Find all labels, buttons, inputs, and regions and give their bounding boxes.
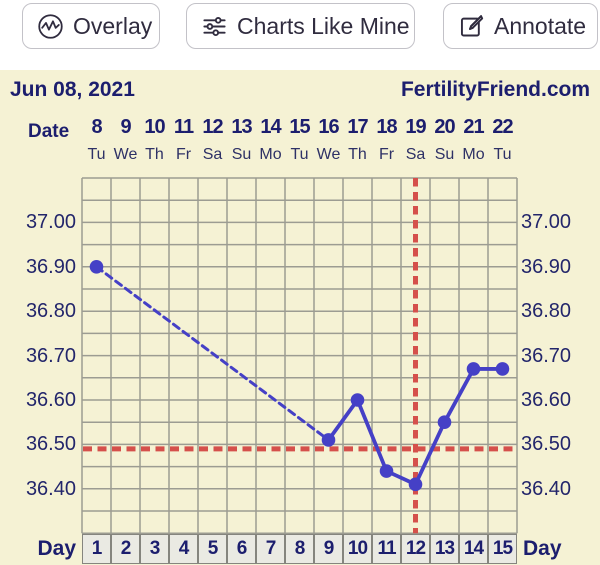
site-brand: FertilityFriend.com [400,78,590,101]
day-cell[interactable]: 13 [430,534,459,564]
weekday-cell: Th [145,146,164,163]
weekday-cell: Su [231,146,252,163]
day-row-label-left: Day [37,537,76,560]
date-cell: 14 [260,116,281,138]
charts-like-mine-button[interactable]: Charts Like Mine [186,3,415,49]
date-cell: 8 [91,116,102,138]
weekday-cell: Tu [87,146,106,163]
date-cell: 21 [463,116,484,138]
day-cell[interactable]: 6 [227,534,256,564]
ytick-right: 36.80 [521,300,572,323]
day-cell[interactable]: 2 [111,534,140,564]
ytick-left: 36.60 [25,389,76,411]
day-cell[interactable]: 12 [401,534,430,564]
weekday-cell: We [316,146,341,163]
charts-like-mine-button-label: Charts Like Mine [237,12,410,39]
date-cell: 10 [144,116,165,138]
ytick-left: 36.40 [25,477,76,500]
day-cell[interactable]: 11 [372,534,401,564]
edit-square-icon [458,13,485,40]
ytick-right: 36.90 [521,255,572,278]
sliders-icon [201,13,228,40]
annotate-button[interactable]: Annotate [443,3,598,49]
chart-wave-icon [37,13,64,40]
ytick-right: 36.60 [521,389,572,411]
date-cell: 17 [347,116,368,138]
date-cell: 22 [492,116,513,138]
toolbar: Overlay Charts Like Mine [0,0,600,70]
weekday-row: Tu We Th Fr Sa Su Mo Tu We Th Fr Sa Su Mo Tu [82,146,517,164]
day-cell[interactable]: 3 [140,534,169,564]
ytick-left: 36.90 [25,255,76,278]
date-cell: 13 [231,116,252,138]
weekday-cell: Fr [175,146,192,163]
day-cell[interactable]: 14 [459,534,488,564]
date-cell: 11 [173,116,194,138]
overlay-button-label: Overlay [73,12,153,39]
date-cell: 20 [434,116,455,138]
day-cell[interactable]: 10 [343,534,372,564]
chart-date: Jun 08, 2021 [10,78,135,101]
day-row-label-right: Day [523,537,562,560]
weekday-cell: Tu [493,146,512,163]
weekday-cell: Th [348,146,367,163]
ytick-right: 37.00 [521,211,572,234]
ytick-left: 36.70 [25,344,76,367]
day-cell[interactable]: 5 [198,534,227,564]
date-cell: 19 [405,116,426,138]
day-cell[interactable]: 4 [169,534,198,564]
weekday-cell: We [113,146,138,163]
weekday-cell: Mo [462,146,485,163]
bbt-chart-svg[interactable] [0,70,600,565]
date-cell: 9 [120,116,131,138]
weekday-cell: Su [434,146,455,163]
ytick-left: 36.80 [25,300,76,323]
ytick-right: 36.70 [521,344,572,367]
date-cell: 12 [202,116,223,138]
weekday-cell: Sa [202,146,223,163]
weekday-cell: Fr [378,146,395,163]
day-cell[interactable]: 15 [488,534,517,564]
day-cell[interactable]: 1 [82,534,111,564]
day-cell[interactable]: 8 [285,534,314,564]
overlay-button[interactable]: Overlay [22,3,160,49]
date-row: 8 9 10 11 12 13 14 15 16 17 18 19 20 21 22 [82,116,517,139]
weekday-cell: Mo [259,146,282,163]
ytick-right: 36.40 [521,477,572,500]
day-cell[interactable]: 9 [314,534,343,564]
date-cell: 16 [318,116,339,138]
date-row-label: Date [28,121,70,142]
ytick-left: 36.50 [25,433,76,456]
weekday-cell: Sa [405,146,426,163]
ytick-left: 37.00 [25,211,76,234]
ytick-right: 36.50 [521,433,572,456]
date-cell: 18 [376,116,397,138]
day-cell[interactable]: 7 [256,534,285,564]
weekday-cell: Tu [290,146,309,163]
day-row: 1 2 3 4 5 6 7 8 9 10 11 12 13 14 15 [82,534,517,564]
date-cell: 15 [289,116,310,138]
chart-header: Jun 08, 2021 FertilityFriend.com [0,78,600,102]
annotate-button-label: Annotate [494,12,587,39]
